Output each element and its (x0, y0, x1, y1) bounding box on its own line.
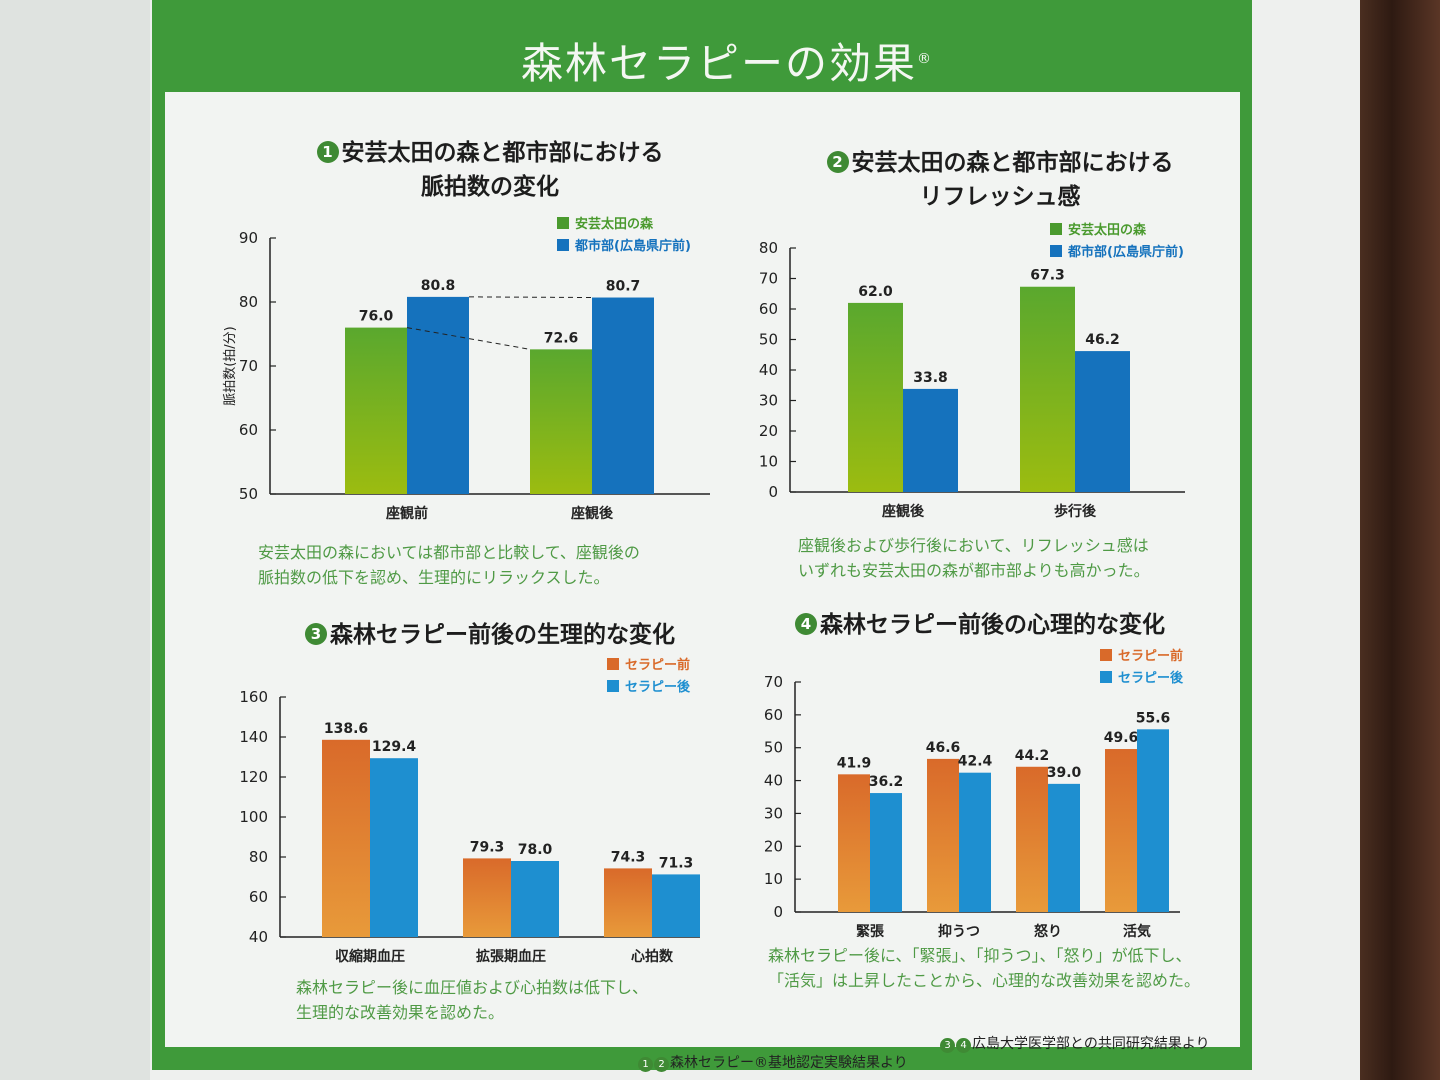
number-badge: 4 (956, 1038, 971, 1053)
chart1-title: 1 安芸太田の森と都市部における 脈拍数の変化 (230, 136, 750, 204)
chart4-title: 4 森林セラピー前後の心理的な変化 (770, 608, 1190, 642)
number-badge: 2 (826, 151, 849, 173)
legend-swatch (557, 239, 569, 251)
legend-swatch (1050, 245, 1062, 257)
chart2-title: 2 安芸太田の森と都市部における リフレッシュ感 (760, 146, 1240, 214)
legend-swatch (557, 217, 569, 229)
legend-swatch (607, 680, 619, 692)
number-badge: 1 (638, 1057, 653, 1072)
number-badge: 4 (795, 613, 817, 635)
number-badge: 3 (940, 1038, 955, 1053)
chart3-note: 森林セラピー後に血圧値および心拍数は低下し、 生理的な改善効果を認めた。 (296, 978, 649, 1022)
chart1-legend: 安芸太田の森 都市部(広島県庁前) (557, 214, 691, 258)
chart3-title: 3 森林セラピー前後の生理的な変化 (260, 618, 720, 652)
legend-swatch (1100, 671, 1112, 683)
chart1-note: 安芸太田の森においては都市部と比較して、座観後の 脈拍数の低下を認め、生理的にリラ… (258, 543, 640, 587)
main-title: 森林セラピーの効果® (520, 39, 933, 88)
chart3-legend: セラピー前 セラピー後 (607, 655, 690, 699)
wooden-post (1360, 0, 1440, 1080)
chart2-legend: 安芸太田の森 都市部(広島県庁前) (1050, 220, 1184, 264)
legend-swatch (1050, 223, 1062, 235)
number-badge: 2 (654, 1057, 669, 1072)
chart4-note: 森林セラピー後に、「緊張」、「抑うつ」、「怒り」が低下し、 「活気」は上昇したこと… (768, 946, 1201, 990)
number-badge: 3 (305, 623, 327, 645)
legend-swatch (1100, 649, 1112, 661)
chart4-legend: セラピー前 セラピー後 (1100, 646, 1183, 690)
registered-mark: ® (917, 51, 933, 67)
chart2-note: 座観後および歩行後において、リフレッシュ感は いずれも安芸太田の森が都市部よりも高… (798, 536, 1150, 580)
footer-source-left: 1 2 森林セラピー®基地認定実験結果より (638, 1052, 908, 1072)
footer-source-right: 3 4 広島大学医学部との共同研究結果より (940, 1033, 1210, 1053)
number-badge: 1 (316, 141, 339, 163)
legend-swatch (607, 658, 619, 670)
